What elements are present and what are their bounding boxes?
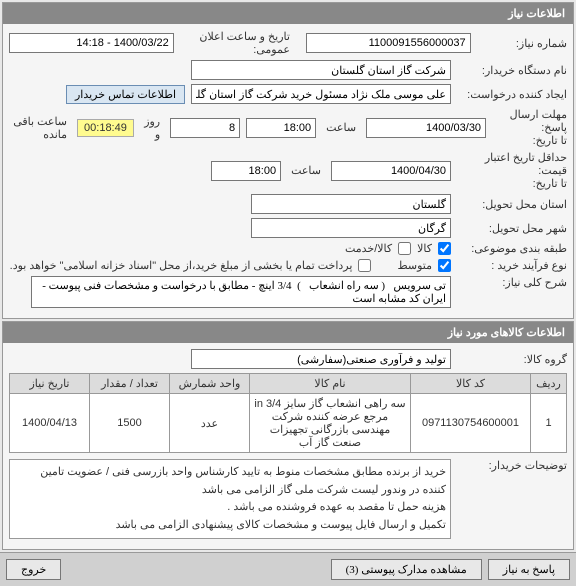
need-info-header: اطلاعات نیاز	[3, 3, 573, 24]
th-name: نام کالا	[250, 374, 411, 394]
budget-goods-check[interactable]: کالا	[417, 242, 451, 255]
exit-button[interactable]: خروج	[6, 559, 61, 580]
deadline-time-input[interactable]	[246, 118, 316, 138]
countdown: 00:18:49	[77, 119, 134, 137]
th-date: تاریخ نیاز	[10, 374, 90, 394]
th-code: کد کالا	[411, 374, 531, 394]
group-input[interactable]	[191, 349, 451, 369]
creator-label: ایجاد کننده درخواست:	[457, 88, 567, 101]
notes-label: توضیحات خریدار:	[457, 459, 567, 472]
td-name: سه راهی انشعاب گاز سایز in 3/4 مرجع عرضه…	[250, 394, 411, 453]
req-no-label: شماره نیاز:	[477, 37, 567, 50]
note-line: تکمیل و ارسال فایل پیوست و مشخصات کالای …	[14, 517, 446, 535]
td-unit: عدد	[170, 394, 250, 453]
purchase-mid-checkbox[interactable]	[438, 259, 451, 272]
general-title-text[interactable]: تی سرویس ( سه راه انشعاب ) 3/4 اینچ - مط…	[31, 276, 451, 308]
td-date: 1400/04/13	[10, 394, 90, 453]
contact-buyer-button[interactable]: اطلاعات تماس خریدار	[66, 85, 185, 104]
purchase-mid-check[interactable]: متوسط	[397, 259, 451, 272]
budget-service-check[interactable]: کالا/خدمت	[345, 242, 411, 255]
days-input[interactable]	[170, 118, 240, 138]
partial-pay-checkbox[interactable]	[358, 259, 371, 272]
delivery-city-input[interactable]	[251, 218, 451, 238]
price-validity-time[interactable]	[211, 161, 281, 181]
delivery-prov-label: استان محل تحویل:	[457, 198, 567, 211]
delivery-prov-input[interactable]	[251, 194, 451, 214]
partial-pay-check[interactable]: پرداخت تمام یا بخشی از مبلغ خرید،از محل …	[10, 259, 372, 272]
time-label-2: ساعت	[287, 164, 325, 177]
creator-input[interactable]	[191, 84, 451, 104]
deadline-send-label: مهلت ارسال پاسخ: تا تاریخ:	[492, 108, 567, 147]
goods-info-panel: اطلاعات کالاهای مورد نیاز گروه کالا: ردی…	[2, 321, 574, 550]
th-index: ردیف	[531, 374, 567, 394]
note-line: خرید از برنده مطابق مشخصات منوط به تایید…	[14, 464, 446, 499]
td-qty: 1500	[90, 394, 170, 453]
remain-label: ساعت باقی مانده	[9, 115, 71, 141]
attachments-button[interactable]: مشاهده مدارک پیوستی (3)	[331, 559, 482, 580]
budget-service-checkbox[interactable]	[398, 242, 411, 255]
group-label: گروه کالا:	[457, 353, 567, 366]
td-code: 0971130754600001	[411, 394, 531, 453]
purchase-type-label: نوع فرآیند خرید :	[457, 259, 567, 272]
table-header-row: ردیف کد کالا نام کالا واحد شمارش تعداد /…	[10, 374, 567, 394]
org-label: نام دستگاه خریدار:	[457, 64, 567, 77]
goods-table: ردیف کد کالا نام کالا واحد شمارش تعداد /…	[9, 373, 567, 453]
general-title-label: شرح کلی نیاز:	[457, 276, 567, 289]
announce-label: تاریخ و ساعت اعلان عمومی:	[180, 30, 294, 56]
req-no-input[interactable]	[306, 33, 471, 53]
price-validity-label: حداقل تاریخ اعتبار قیمت: تا تاریخ:	[457, 151, 567, 190]
delivery-city-label: شهر محل تحویل:	[457, 222, 567, 235]
org-input[interactable]	[191, 60, 451, 80]
need-info-body: شماره نیاز: تاریخ و ساعت اعلان عمومی: نا…	[3, 24, 573, 318]
td-index: 1	[531, 394, 567, 453]
footer-bar: پاسخ به نیاز مشاهده مدارک پیوستی (3) خرو…	[0, 552, 576, 586]
note-line: هزینه حمل تا مقصد به عهده فروشنده می باش…	[14, 499, 446, 517]
buyer-notes: خرید از برنده مطابق مشخصات منوط به تایید…	[9, 459, 451, 539]
goods-info-body: گروه کالا: ردیف کد کالا نام کالا واحد شم…	[3, 343, 573, 549]
th-qty: تعداد / مقدار	[90, 374, 170, 394]
price-validity-date[interactable]	[331, 161, 451, 181]
days-label: روز و	[140, 115, 164, 141]
budget-label: طبقه بندی موضوعی:	[457, 242, 567, 255]
goods-info-header: اطلاعات کالاهای مورد نیاز	[3, 322, 573, 343]
answer-button[interactable]: پاسخ به نیاز	[488, 559, 570, 580]
time-label-1: ساعت	[322, 121, 360, 134]
deadline-date-input[interactable]	[366, 118, 486, 138]
budget-goods-checkbox[interactable]	[438, 242, 451, 255]
announce-input[interactable]	[9, 33, 174, 53]
th-unit: واحد شمارش	[170, 374, 250, 394]
need-info-panel: اطلاعات نیاز شماره نیاز: تاریخ و ساعت اع…	[2, 2, 574, 319]
table-row[interactable]: 1 0971130754600001 سه راهی انشعاب گاز سا…	[10, 394, 567, 453]
